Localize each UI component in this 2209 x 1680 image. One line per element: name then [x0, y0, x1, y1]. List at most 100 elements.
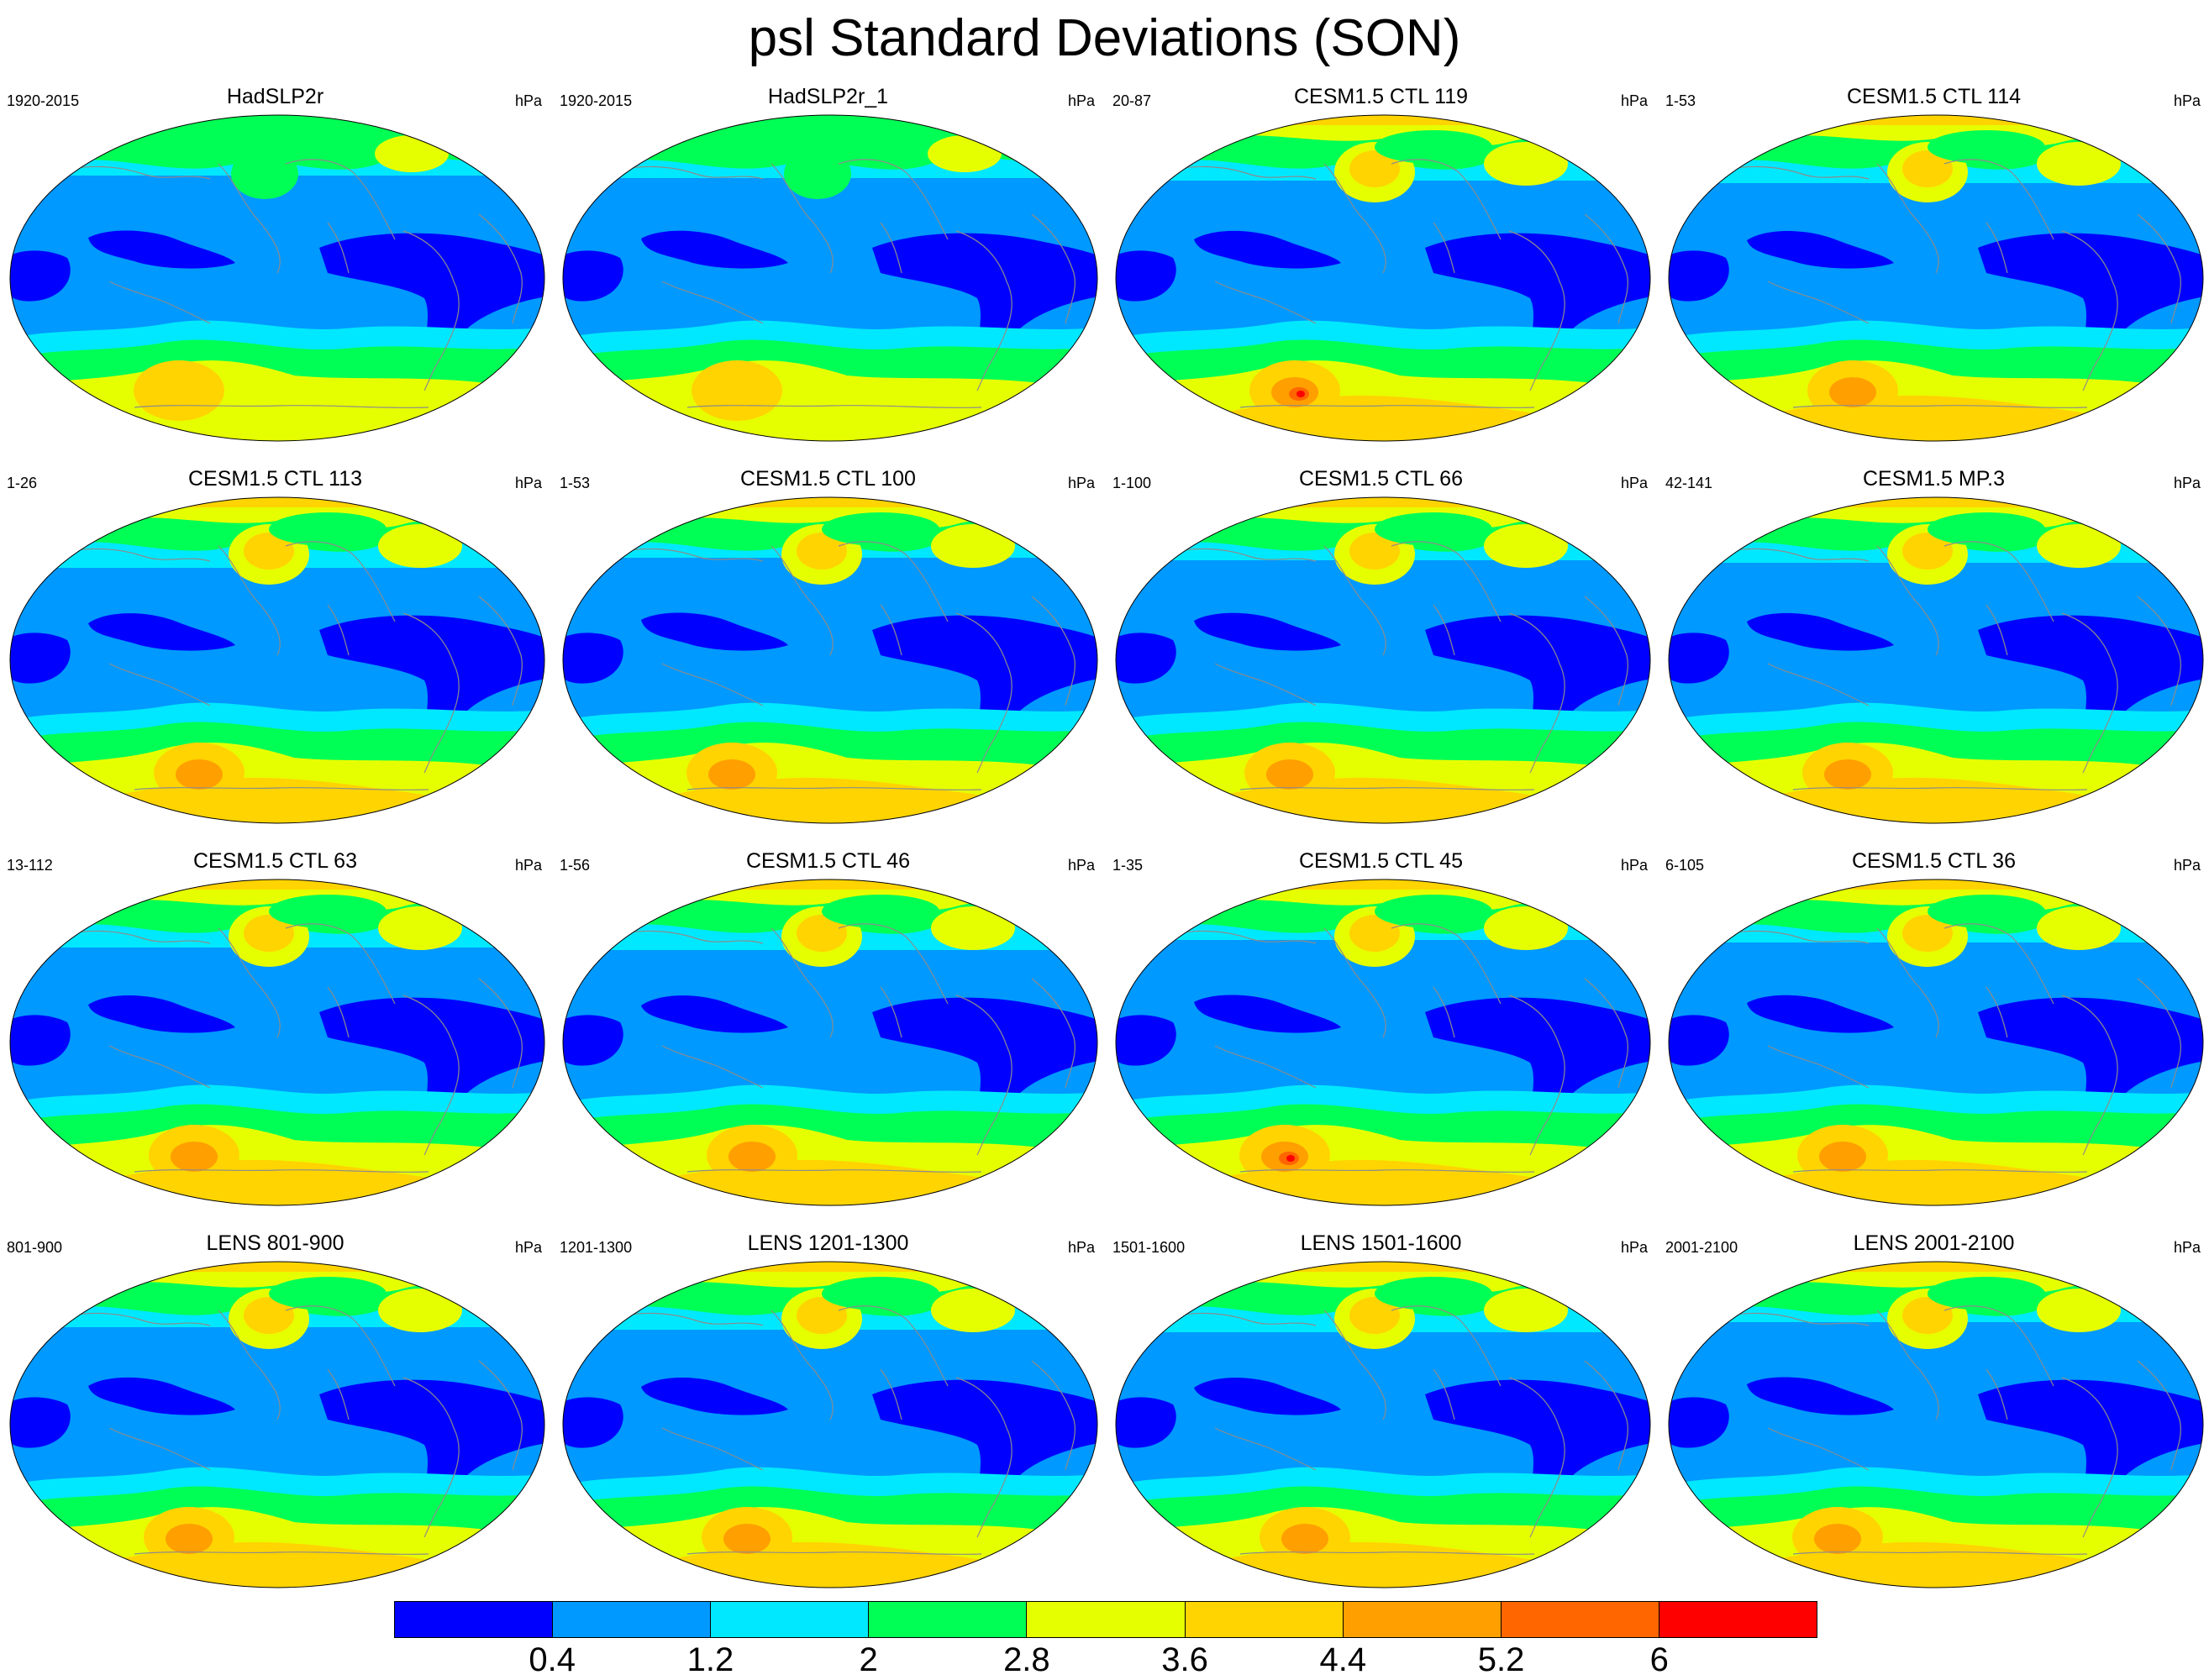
- panel-units: hPa: [1067, 475, 1095, 491]
- map-plot: [9, 114, 545, 442]
- colorbar-tick-label: 3.6: [1161, 1641, 1208, 1678]
- contour-band: [1484, 906, 1568, 950]
- coastline: [838, 1305, 949, 1387]
- map-outline: [9, 114, 545, 442]
- coastline: [1239, 786, 1535, 791]
- coastline: [1031, 213, 1076, 324]
- colorbar-tick-label: 6: [1649, 1641, 1669, 1678]
- colorbar-tick-label: 2.8: [1003, 1641, 1050, 1678]
- coastline: [478, 978, 523, 1089]
- panel-units: hPa: [1067, 1239, 1095, 1256]
- contour-band: [1842, 769, 1862, 783]
- contour-band: [1669, 1397, 1729, 1448]
- coastline: [880, 986, 902, 1038]
- map-panel: CESM1.5 CTL 36 6-105 hPa: [1659, 848, 2209, 1210]
- panel-units: hPa: [514, 475, 542, 491]
- coastline: [1508, 230, 1565, 391]
- coastline: [661, 1427, 764, 1471]
- contour-band: [797, 533, 847, 570]
- contour-band: [641, 1377, 788, 1415]
- contour-band: [188, 1152, 208, 1165]
- colorbar-box: [1185, 1602, 1344, 1637]
- coastline: [402, 612, 460, 774]
- panel-units: hPa: [1620, 475, 1648, 491]
- map-plot: [9, 1261, 545, 1588]
- panel-title: CESM1.5 CTL 119: [1293, 85, 1469, 108]
- contour-band: [10, 250, 71, 302]
- contour-band: [1194, 612, 1341, 651]
- contour-band: [928, 135, 1002, 172]
- contour-band: [244, 533, 294, 570]
- contour-band: [1194, 995, 1341, 1033]
- coastline: [661, 663, 764, 706]
- map-panel: CESM1.5 CTL 119 20-87 hPa: [1106, 84, 1656, 445]
- coastline: [478, 213, 523, 324]
- contour-band: [269, 895, 387, 928]
- coastline: [1031, 1360, 1076, 1471]
- contour-band: [822, 512, 939, 546]
- contour-band: [1747, 230, 1894, 269]
- contour-band: [231, 149, 298, 199]
- coastline: [58, 548, 211, 562]
- contour-band: [183, 1534, 203, 1547]
- coastline: [108, 1045, 211, 1089]
- coastline: [1717, 1312, 1870, 1326]
- coastline: [661, 281, 764, 324]
- contour-band: [1902, 915, 1953, 952]
- coastline: [955, 612, 1012, 774]
- map-outline: [1115, 1261, 1651, 1588]
- contour-band: [741, 1534, 761, 1547]
- contour-band: [1747, 1377, 1894, 1415]
- coastline: [611, 165, 764, 180]
- panel-period: 6-105: [1665, 857, 1705, 874]
- coastline: [1717, 165, 1870, 180]
- coastline: [2061, 230, 2118, 391]
- coastline: [771, 927, 834, 1038]
- coastline: [218, 163, 281, 274]
- contour-band: [375, 135, 449, 172]
- contour-band: [1484, 524, 1568, 568]
- panel-title: CESM1.5 MP.3: [1862, 467, 2006, 491]
- coastline: [134, 1551, 429, 1556]
- panel-units: hPa: [514, 92, 542, 109]
- coastline: [1584, 213, 1628, 324]
- map-panel: CESM1.5 CTL 100 1-53 hPa: [553, 466, 1103, 827]
- colorbar-tick-label: 0.4: [529, 1641, 576, 1678]
- contour-band: [872, 615, 1097, 742]
- contour-band: [2037, 142, 2121, 186]
- coastline: [1164, 548, 1317, 562]
- coastline: [327, 604, 350, 656]
- colorbar-box: [1027, 1602, 1186, 1637]
- coastline: [611, 1312, 764, 1326]
- contour-band: [1349, 533, 1400, 570]
- contour-band: [1832, 1534, 1852, 1547]
- panel-title: CESM1.5 CTL 66: [1299, 467, 1463, 491]
- coastline: [1214, 281, 1317, 324]
- contour-band: [1116, 1015, 1176, 1066]
- contour-band: [1669, 250, 1729, 302]
- contour-band: [10, 633, 71, 684]
- map-panel: LENS 801-900 801-900 hPa: [0, 1231, 550, 1592]
- coastline: [1792, 1168, 2088, 1173]
- contour-band: [1978, 233, 2203, 360]
- map-outline: [562, 1261, 1098, 1588]
- map-panel: CESM1.5 CTL 66 1-100 hPa: [1106, 466, 1656, 827]
- coastline: [838, 159, 949, 240]
- coastline: [108, 281, 211, 324]
- coastline: [880, 604, 902, 656]
- coastline: [686, 1168, 982, 1173]
- contour-band: [2037, 1289, 2121, 1332]
- contour-band: [319, 615, 544, 742]
- panel-units: hPa: [1620, 92, 1648, 109]
- contour-band: [269, 512, 387, 546]
- coastline: [1391, 159, 1502, 240]
- contour-band: [1928, 512, 2045, 546]
- map-plot: [1668, 496, 2204, 824]
- contour-band: [872, 997, 1097, 1124]
- coastline: [1943, 541, 2054, 622]
- coastline: [478, 596, 523, 706]
- coastline: [1433, 604, 1455, 656]
- coastline: [1239, 404, 1535, 409]
- panel-period: 2001-2100: [1665, 1239, 1738, 1256]
- map-outline: [562, 879, 1098, 1206]
